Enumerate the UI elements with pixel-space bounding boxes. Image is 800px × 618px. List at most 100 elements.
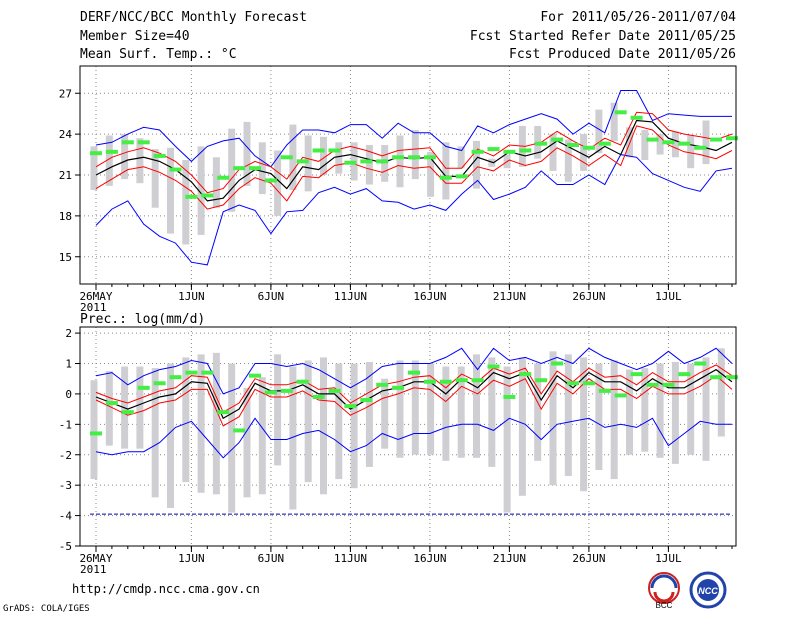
spread-box [641,130,649,161]
obs-marker [392,385,405,390]
obs-marker [678,141,691,146]
y-tick-label: -3 [59,479,72,492]
y-tick-label: -5 [59,540,72,553]
x-tick-label: 16JUN [413,290,446,303]
obs-marker [217,175,230,180]
obs-marker [121,140,134,145]
variable-label-prec: Prec.: log(mm/d) [80,312,205,327]
y-tick-label: 15 [59,251,72,264]
spread-box [473,140,480,189]
x-tick-label: 21JUN [493,552,526,565]
x-tick-label: 26MAY [79,290,112,303]
y-tick-label: 18 [59,210,72,223]
fcst-started-date: Fcst Started Refer Date 2011/05/25 [469,29,736,44]
spread-box [381,145,389,182]
spread-box [212,157,220,208]
obs-marker [217,410,230,415]
spread-box [197,146,205,235]
obs-marker [582,145,595,150]
spread-box [534,363,542,461]
bcc-logo: BCC [648,572,680,610]
y-tick-label: -2 [59,449,72,462]
spread-box [717,348,725,437]
obs-marker [264,390,277,395]
spread-box [182,160,190,245]
spread-box [564,354,572,477]
spread-box [197,354,205,493]
obs-marker [614,110,627,115]
obs-marker [328,388,341,393]
ensemble-mean-line [95,368,733,420]
obs-marker [423,379,436,384]
obs-marker [169,375,182,380]
spread-box [350,363,358,489]
ensemble-min-line [95,417,732,459]
obs-marker [137,140,150,145]
obs-marker [280,388,293,393]
spread-box [167,147,174,234]
obs-marker [376,382,389,387]
spread-box [90,146,98,190]
obs-marker [376,159,389,164]
spread-box [289,124,297,190]
y-tick-label: 21 [59,169,72,182]
obs-marker [503,394,516,399]
obs-marker [201,193,214,198]
obs-marker [312,148,325,153]
spread-box [702,120,710,165]
obs-marker [312,394,325,399]
spread-box [473,354,480,458]
x-tick-label: 11JUN [334,552,367,565]
spread-box [243,387,251,498]
spread-box [411,360,419,455]
spread-upper-line [95,111,733,194]
obs-marker [726,375,738,380]
obs-marker [344,160,357,165]
spread-box [518,357,526,496]
spread-box [457,146,465,169]
spread-box [136,138,144,184]
spread-box [320,136,327,175]
spread-box [702,357,710,461]
spread-box [105,371,113,446]
x-tick-label: 1JUN [178,552,205,565]
obs-marker [423,155,436,160]
spread-lower-line [95,375,733,427]
x-tick-label: 26JUN [572,290,605,303]
obs-marker [344,404,357,409]
obs-marker [455,378,468,383]
spread-box [427,363,435,455]
obs-marker [169,167,182,172]
obs-marker [630,372,643,377]
spread-box [626,369,633,455]
obs-marker [678,372,691,377]
obs-marker [105,401,118,406]
x-tick-label: 26JUN [572,552,605,565]
x-tick-label: 16JUN [413,552,446,565]
x-tick-label: 6JUN [258,290,285,303]
source-url[interactable]: http://cmdp.ncc.cma.gov.cn [72,582,260,596]
spread-box [427,151,435,197]
spread-box [442,366,450,461]
member-size: Member Size=40 [80,29,190,44]
obs-marker [726,136,738,141]
x-tick-label: 1JUN [178,290,205,303]
spread-box [656,363,664,458]
obs-marker [328,148,341,153]
obs-marker [439,175,452,180]
obs-marker [646,137,659,142]
spread-upper-line [95,364,733,413]
obs-marker [439,379,452,384]
spread-box [595,363,603,470]
obs-marker [392,155,405,160]
spread-box [656,134,664,155]
svg-text:NCC: NCC [698,586,718,596]
forecast-period: For 2011/05/26-2011/07/04 [540,10,736,25]
obs-marker [264,178,277,183]
obs-marker [105,149,118,154]
obs-marker [487,364,500,369]
obs-marker [551,361,564,366]
x-tick-year: 2011 [80,301,107,314]
